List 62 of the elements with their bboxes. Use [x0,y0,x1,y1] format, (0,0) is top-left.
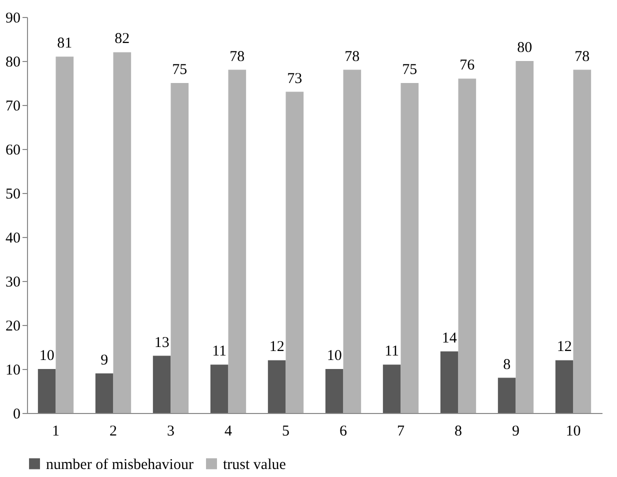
x-tick-label: 5 [282,424,290,440]
y-tick-label: 90 [6,10,20,26]
bar [170,83,189,413]
bar [113,52,132,413]
data-label: 80 [517,40,532,56]
bar [152,356,171,413]
bar [498,378,516,413]
y-tick-label: 50 [6,186,20,202]
data-label: 75 [172,62,188,78]
bar [458,78,476,413]
data-label: 13 [154,334,170,351]
bar [440,351,458,413]
data-label: 78 [344,48,360,65]
bar [228,70,246,413]
bar [400,83,419,413]
x-tick-label: 7 [397,424,405,440]
bar [95,373,114,413]
data-label: 78 [574,48,590,65]
x-tick-label: 3 [167,424,174,440]
x-tick-label: 1 [52,424,60,440]
bar [38,369,56,413]
data-label: 14 [442,330,458,346]
data-label: 10 [39,348,54,364]
bar [382,364,401,413]
data-label: 11 [212,344,227,360]
data-label: 81 [57,36,72,52]
bar [210,364,228,413]
bar [573,70,592,413]
y-tick-label: 40 [6,230,20,246]
bar [268,360,286,413]
data-label: 10 [326,348,342,364]
data-label: 78 [230,48,245,65]
y-tick-label: 30 [6,274,20,290]
bar [555,360,574,413]
y-tick-label: 20 [6,318,20,334]
y-tick-label: 0 [13,406,20,422]
data-label: 11 [384,344,400,360]
data-label: 8 [503,356,511,373]
data-label: 12 [269,339,284,356]
x-tick-label: 6 [340,424,348,440]
y-tick-label: 80 [6,54,20,70]
bar [56,56,74,413]
legend-label: trust value [223,456,286,473]
bar [286,92,304,413]
data-label: 73 [287,70,302,87]
data-label: 12 [556,339,572,356]
data-label: 75 [402,62,418,78]
data-label: 82 [114,31,130,48]
data-label: 9 [100,352,108,368]
bar [343,70,362,413]
y-tick-label: 70 [6,98,20,114]
x-tick-label: 4 [224,424,232,440]
data-label: 76 [460,58,476,74]
y-tick-label: 60 [6,142,20,158]
bar [516,61,534,413]
y-tick-label: 10 [6,362,20,378]
bar [325,369,344,413]
x-tick-label: 10 [566,424,581,440]
x-tick-label: 2 [110,424,117,440]
x-tick-label: 8 [454,424,462,440]
x-tick-label: 9 [512,424,520,440]
legend-label: number of misbehaviour [46,456,194,473]
